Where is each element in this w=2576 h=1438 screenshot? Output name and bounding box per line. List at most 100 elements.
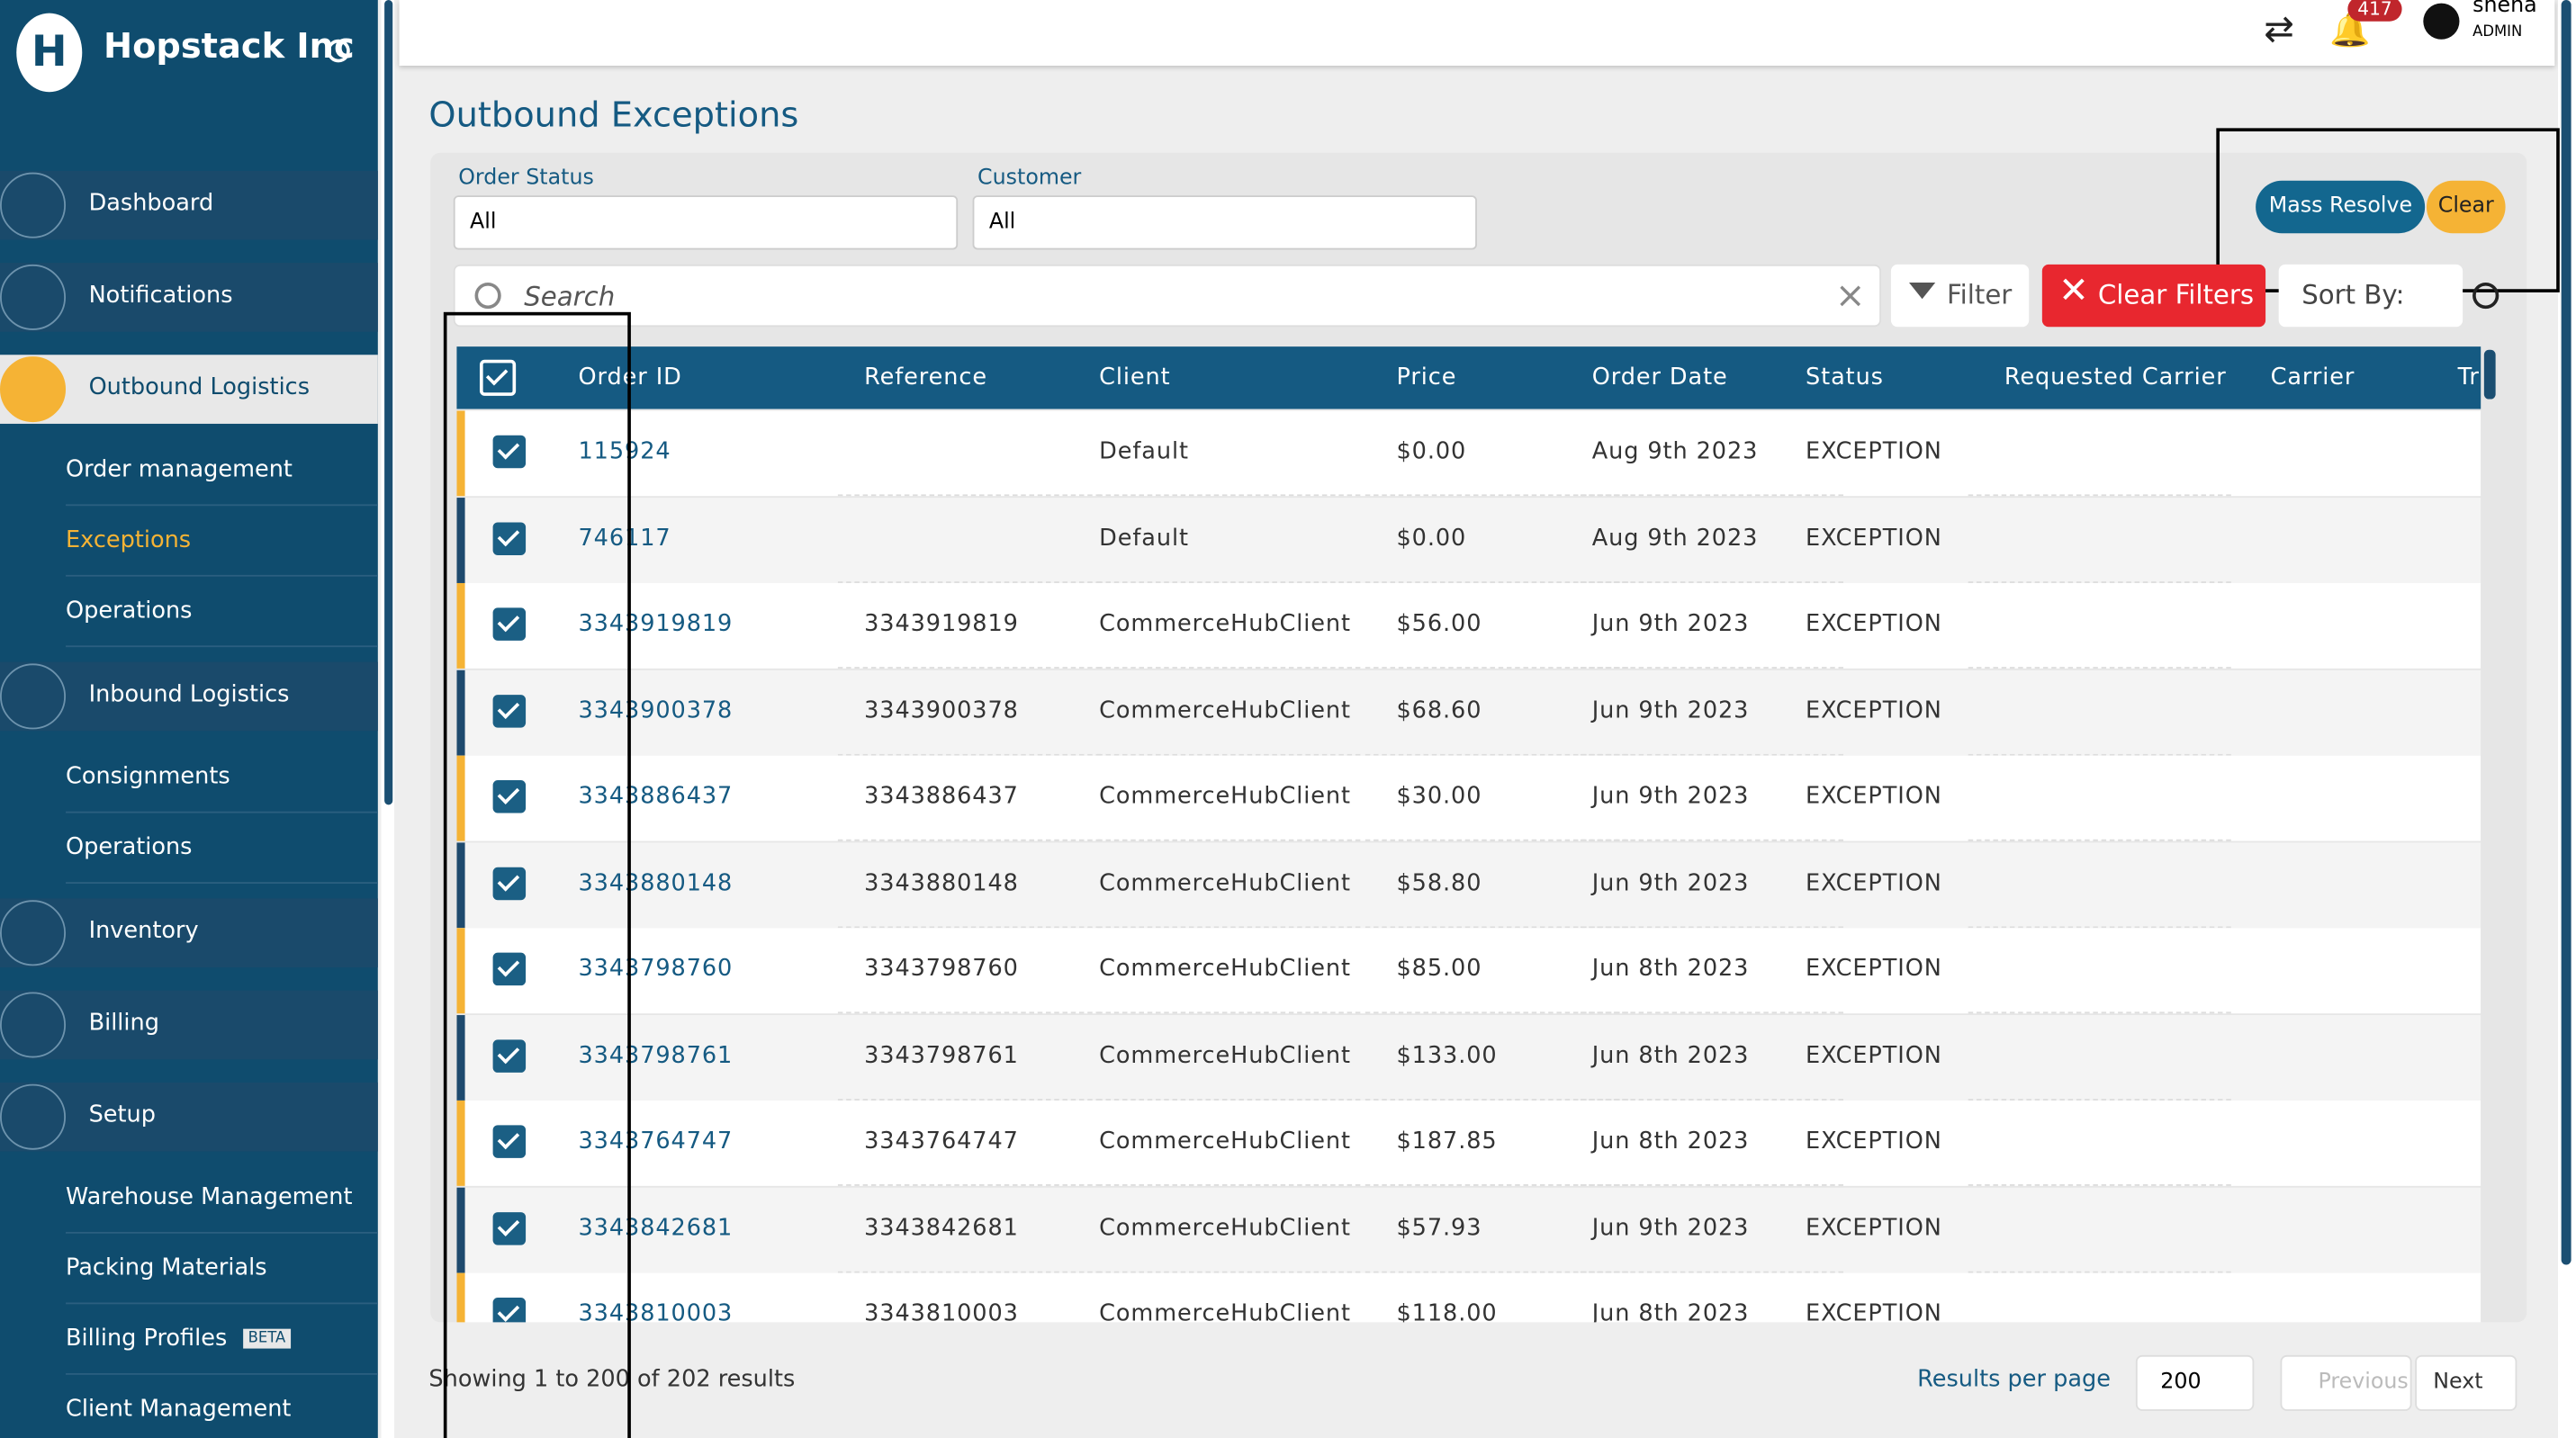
- row-checkbox[interactable]: [492, 866, 527, 900]
- scroll-thumb[interactable]: [384, 0, 393, 805]
- column-header: Client: [1099, 364, 1171, 391]
- mass-resolve-button[interactable]: Mass Resolve: [2256, 180, 2426, 234]
- select-all-checkbox[interactable]: [479, 359, 517, 396]
- row-checkbox[interactable]: [492, 1297, 527, 1323]
- row-checkbox[interactable]: [492, 694, 527, 727]
- cell-divider: [1580, 752, 1843, 755]
- filter-select[interactable]: All: [453, 195, 959, 250]
- table-row[interactable]: 3343880148 3343880148 CommerceHubClient $58…: [456, 841, 2481, 928]
- search-box[interactable]: Search ×: [453, 264, 1881, 328]
- menu-section[interactable]: Inbound Logistics: [0, 661, 378, 732]
- clear-button[interactable]: Clear: [2426, 180, 2506, 234]
- scroll-thumb[interactable]: [2561, 0, 2571, 1265]
- row-checkbox[interactable]: [492, 952, 527, 986]
- row-checkbox[interactable]: [492, 1125, 527, 1158]
- cell: Jun 9th 2023: [1591, 783, 1750, 810]
- table-row[interactable]: 115924 Default $0.00 Aug 9th 2023 EXCEPTION: [456, 410, 2481, 497]
- menu-label: Outbound Logistics: [88, 374, 311, 401]
- column-header: Carrier: [2270, 364, 2355, 391]
- logo[interactable]: H: [16, 13, 83, 93]
- table-row[interactable]: 3343886437 3343886437 CommerceHubClient $30…: [456, 755, 2481, 841]
- cell: EXCEPTION: [1806, 1042, 1942, 1069]
- switch-icon[interactable]: ⇄: [2264, 9, 2294, 51]
- cell: EXCEPTION: [1806, 1128, 1942, 1155]
- menu-section[interactable]: Billing: [0, 990, 378, 1060]
- cell-divider: [837, 580, 1101, 583]
- settings-icon[interactable]: [327, 39, 350, 63]
- table-row[interactable]: 3343810003 3343810003 CommerceHubClient $11…: [456, 1272, 2481, 1323]
- per-page-select[interactable]: 200: [2135, 1354, 2255, 1411]
- order-id-link[interactable]: 746117: [578, 525, 671, 552]
- cell-divider: [1097, 1184, 1361, 1186]
- table-row[interactable]: 746117 Default $0.00 Aug 9th 2023 EXCEPTION: [456, 497, 2481, 583]
- order-id-link[interactable]: 3343810003: [578, 1300, 734, 1323]
- cell: $0.00: [1396, 525, 1467, 552]
- cell-divider: [1968, 925, 2231, 928]
- filter-select[interactable]: All: [972, 195, 1477, 250]
- table-row[interactable]: 3343842681 3343842681 CommerceHubClient $57…: [456, 1186, 2481, 1272]
- menu-section[interactable]: Inventory: [0, 898, 378, 968]
- menu-section[interactable]: Dashboard: [0, 170, 378, 240]
- order-id-link[interactable]: 3343880148: [578, 869, 734, 896]
- row-checkbox[interactable]: [492, 1038, 527, 1073]
- order-id-link[interactable]: 3343900378: [578, 697, 734, 724]
- row-checkbox[interactable]: [492, 780, 527, 813]
- order-id-link[interactable]: 3343886437: [578, 783, 734, 810]
- cell-divider: [837, 667, 1101, 669]
- cell: Aug 9th 2023: [1591, 525, 1759, 552]
- row-indicator: [456, 410, 465, 497]
- cell: CommerceHubClient: [1099, 1128, 1351, 1155]
- order-id-link[interactable]: 3343798761: [578, 1042, 734, 1069]
- row-checkbox[interactable]: [492, 435, 527, 469]
- submenu-item[interactable]: Consignments: [66, 742, 378, 813]
- column-settings[interactable]: [2472, 282, 2499, 310]
- notification-badge: 417: [2347, 0, 2402, 22]
- cell-divider: [1365, 925, 1628, 928]
- table-row[interactable]: 3343900378 3343900378 CommerceHubClient $68…: [456, 669, 2481, 755]
- next-button[interactable]: Next: [2415, 1354, 2517, 1411]
- row-checkbox[interactable]: [492, 521, 527, 555]
- search-icon: [474, 282, 501, 310]
- row-checkbox[interactable]: [492, 607, 527, 641]
- order-id-link[interactable]: 3343798760: [578, 956, 734, 983]
- submenu-item[interactable]: Billing Profiles: [66, 1304, 378, 1375]
- table-row[interactable]: 3343919819 3343919819 CommerceHubClient $56…: [456, 582, 2481, 669]
- table-row[interactable]: 3343798760 3343798760 CommerceHubClient $85…: [456, 928, 2481, 1014]
- order-id-link[interactable]: 3343764747: [578, 1128, 734, 1155]
- cell-divider: [1580, 580, 1843, 583]
- cell-divider: [1365, 1184, 1628, 1186]
- table-row[interactable]: 3343764747 3343764747 CommerceHubClient $18…: [456, 1100, 2481, 1186]
- submenu-item[interactable]: Operations: [66, 577, 378, 648]
- clear-filters-button[interactable]: Clear Filters: [2041, 264, 2266, 328]
- clear-filters-icon: ✕: [2058, 271, 2089, 312]
- cell: Jun 9th 2023: [1591, 611, 1750, 638]
- row-checkbox[interactable]: [492, 1211, 527, 1245]
- submenu-item[interactable]: Order management: [66, 436, 378, 507]
- order-id-link[interactable]: 115924: [578, 438, 671, 465]
- clear-search[interactable]: ×: [1834, 275, 1866, 318]
- submenu-item[interactable]: Exceptions: [66, 506, 378, 577]
- menu-section[interactable]: Notifications: [0, 263, 378, 332]
- submenu-item[interactable]: Operations: [66, 813, 378, 885]
- submenu-item[interactable]: Warehouse Management: [66, 1163, 378, 1234]
- menu-section[interactable]: Outbound Logistics: [0, 355, 378, 424]
- user-icon[interactable]: [2423, 3, 2460, 40]
- cell-divider: [1365, 1011, 1628, 1014]
- cell-divider: [1580, 839, 1843, 841]
- menu-label: Inbound Logistics: [88, 681, 290, 708]
- cell-divider: [1968, 839, 2231, 841]
- submenu-item[interactable]: Packing Materials: [66, 1234, 378, 1305]
- table-row[interactable]: 3343798761 3343798761 CommerceHubClient $13…: [456, 1014, 2481, 1101]
- sort-button[interactable]: Sort By:: [2278, 264, 2463, 328]
- table-scroll[interactable]: [2483, 349, 2496, 400]
- row-indicator: [456, 841, 465, 928]
- previous-button[interactable]: Previous: [2280, 1354, 2412, 1411]
- order-id-link[interactable]: 3343919819: [578, 611, 734, 638]
- cell: CommerceHubClient: [1099, 611, 1351, 638]
- cell: $187.85: [1396, 1128, 1498, 1155]
- menu-section[interactable]: Setup: [0, 1082, 378, 1152]
- order-id-link[interactable]: 3343842681: [578, 1214, 734, 1242]
- column-header: Status: [1806, 364, 1884, 391]
- submenu-item[interactable]: Client Management: [66, 1375, 378, 1438]
